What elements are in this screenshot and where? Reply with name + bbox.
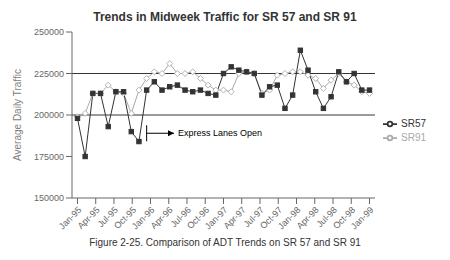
svg-text:Jan-96: Jan-96 xyxy=(129,204,157,232)
svg-text:Jul-97: Jul-97 xyxy=(241,204,266,230)
svg-text:Jan-95: Jan-95 xyxy=(56,204,84,232)
html-text:Figure 2-25. Comparison of ADT: Figure 2-25. Comparison of ADT Trends on… xyxy=(89,237,361,248)
svg-text:Average Daily Traffic: Average Daily Traffic xyxy=(12,69,23,161)
svg-text:Jan-99: Jan-99 xyxy=(349,205,376,232)
svg-text:Oct-98: Oct-98 xyxy=(331,204,358,231)
svg-text:Jan-98: Jan-98 xyxy=(275,204,303,232)
svg-text:200000: 200000 xyxy=(34,110,64,120)
svg-text:175000: 175000 xyxy=(34,152,64,162)
svg-text:Oct-95: Oct-95 xyxy=(112,204,139,231)
svg-text:Jul-98: Jul-98 xyxy=(314,204,339,230)
svg-text:Oct-96: Oct-96 xyxy=(185,204,212,231)
html-text:SR57: SR57 xyxy=(401,117,426,129)
svg-text:Oct-97: Oct-97 xyxy=(258,204,285,231)
svg-text:Jul-95: Jul-95 xyxy=(95,204,120,230)
svg-text:Apr-97: Apr-97 xyxy=(222,205,248,231)
svg-text:Jan-97: Jan-97 xyxy=(202,204,230,232)
html-text:SR91: SR91 xyxy=(401,131,426,143)
svg-text:Apr-96: Apr-96 xyxy=(148,205,174,231)
html-text:Trends in Midweek Traffic for: Trends in Midweek Traffic for SR 57 and … xyxy=(93,10,357,24)
svg-text:Jul-96: Jul-96 xyxy=(168,204,193,230)
svg-text:Apr-98: Apr-98 xyxy=(295,205,321,231)
svg-text:225000: 225000 xyxy=(34,69,64,79)
svg-text:250000: 250000 xyxy=(34,27,64,37)
svg-text:150000: 150000 xyxy=(34,193,64,203)
svg-text:Express Lanes Open: Express Lanes Open xyxy=(178,128,262,138)
svg-text:Apr-95: Apr-95 xyxy=(75,205,101,231)
